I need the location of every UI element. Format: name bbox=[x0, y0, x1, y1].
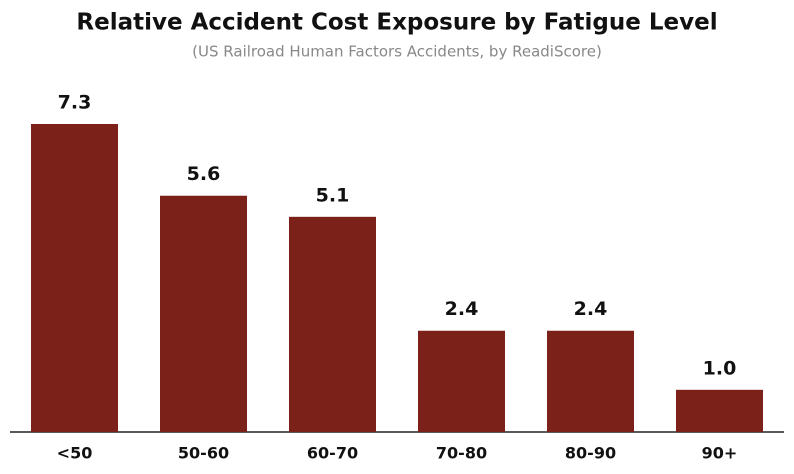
bar bbox=[31, 124, 118, 432]
x-tick-label: 50-60 bbox=[178, 444, 229, 463]
bar bbox=[160, 195, 247, 432]
bar bbox=[676, 389, 763, 432]
value-label: 1.0 bbox=[703, 357, 737, 379]
chart-title: Relative Accident Cost Exposure by Fatig… bbox=[76, 10, 717, 36]
value-label: 5.6 bbox=[187, 163, 221, 185]
bar bbox=[418, 330, 505, 432]
value-label: 2.4 bbox=[445, 298, 479, 320]
x-tick-label: 60-70 bbox=[307, 444, 358, 463]
chart-subtitle: (US Railroad Human Factors Accidents, by… bbox=[192, 43, 602, 61]
value-label: 5.1 bbox=[316, 184, 350, 206]
x-tick-label: 70-80 bbox=[436, 444, 487, 463]
x-tick-label: <50 bbox=[57, 444, 93, 463]
value-label: 7.3 bbox=[58, 92, 92, 114]
x-tick-label: 90+ bbox=[702, 444, 738, 463]
x-tick-label: 80-90 bbox=[565, 444, 616, 463]
bar bbox=[289, 216, 376, 432]
bar bbox=[547, 330, 634, 432]
value-label: 2.4 bbox=[574, 298, 608, 320]
